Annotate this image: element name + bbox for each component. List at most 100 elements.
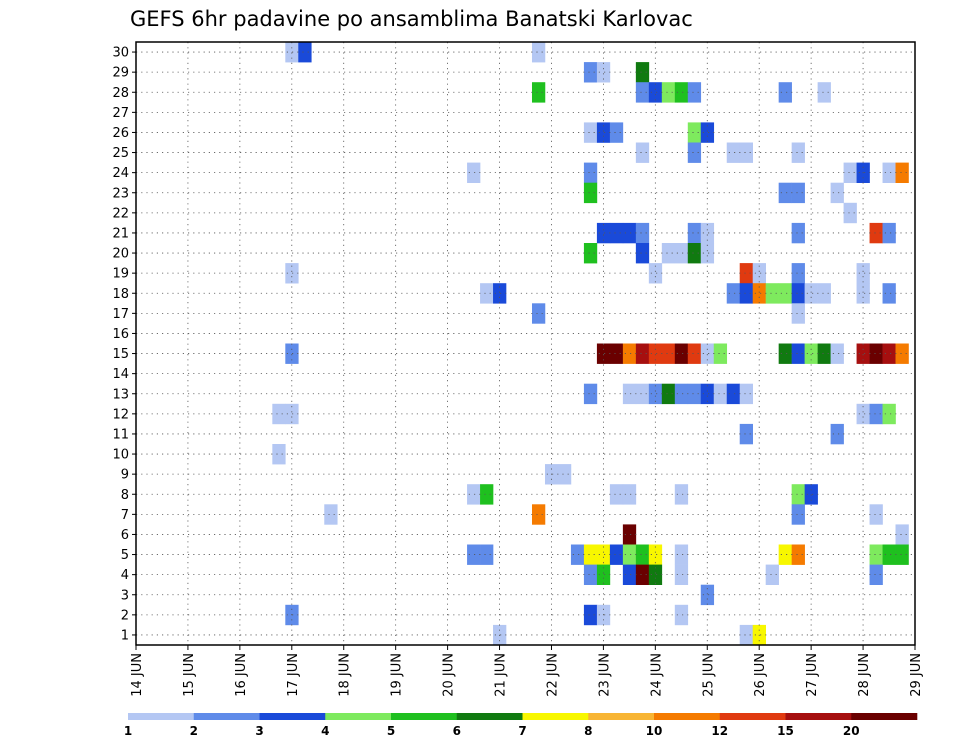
legend-tick-label: 12	[711, 724, 728, 738]
precip-cell	[648, 82, 663, 103]
precip-cell	[674, 383, 689, 405]
precip-cell	[493, 283, 507, 304]
legend-tick-label: 10	[646, 724, 663, 738]
legend-swatch	[391, 713, 458, 720]
y-tick-label: 28	[112, 86, 129, 101]
precip-cell	[661, 243, 676, 264]
x-tick-label: 15 JUN	[182, 653, 197, 697]
precip-cell	[635, 383, 650, 405]
precip-cell	[622, 484, 637, 505]
precip-cell	[700, 243, 715, 264]
precip-cell	[531, 504, 546, 525]
precip-cell	[609, 222, 624, 244]
x-tick-label: 20 JUN	[442, 653, 457, 697]
y-tick-label: 4	[121, 568, 129, 583]
precip-cell	[467, 162, 481, 183]
precip-cell	[869, 403, 883, 425]
y-tick-label: 16	[112, 327, 129, 342]
precip-cell	[272, 403, 286, 425]
precip-cell	[778, 544, 792, 565]
precip-cell	[700, 122, 715, 143]
precip-cell	[700, 222, 715, 244]
precip-cell	[765, 564, 779, 585]
precip-cell	[531, 303, 546, 324]
y-tick-label: 26	[112, 126, 129, 141]
precip-cell	[635, 243, 650, 264]
y-tick-label: 20	[112, 247, 129, 262]
y-tick-label: 25	[112, 146, 129, 161]
precip-cell	[843, 202, 857, 224]
x-axis: 14 JUN 15 JUN 16 JUN 17 JUN 18 JUN 19 JUN 20 J…	[130, 645, 924, 697]
y-tick-label: 19	[112, 267, 129, 282]
precip-cell	[583, 604, 598, 626]
y-tick-label: 5	[121, 548, 129, 563]
precip-cell	[467, 484, 481, 505]
precip-cell	[609, 484, 624, 505]
legend-tick-label: 1	[124, 724, 132, 738]
precip-cell	[869, 544, 883, 565]
y-tick-label: 1	[121, 628, 129, 643]
precip-cell	[791, 142, 805, 163]
y-tick-label: 18	[112, 287, 129, 302]
precip-cell	[895, 162, 909, 183]
precip-cell	[583, 243, 598, 264]
precip-cell	[324, 504, 338, 525]
precip-cell	[791, 544, 805, 565]
precip-cell	[869, 564, 883, 585]
x-tick-label: 29 JUN	[909, 653, 924, 697]
precip-cell	[622, 564, 637, 585]
y-tick-label: 23	[112, 186, 129, 201]
chart-title: GEFS 6hr padavine po ansamblima Banatski…	[130, 7, 693, 31]
precip-cell	[791, 504, 805, 525]
precip-cell	[622, 524, 637, 545]
precip-cell	[778, 343, 792, 364]
precip-cell	[635, 343, 650, 364]
precip-cell	[583, 544, 598, 565]
precip-cell	[674, 604, 689, 626]
precip-cell	[882, 343, 896, 364]
precip-cell	[596, 222, 611, 244]
precip-cell	[817, 82, 831, 103]
precip-cell	[648, 564, 663, 585]
precip-cell	[674, 82, 689, 103]
legend-swatch	[851, 713, 918, 720]
legend-swatch	[456, 713, 523, 720]
precip-cell	[856, 283, 870, 304]
legend-swatch	[128, 713, 195, 720]
y-axis: 1234567891011121314151617181920212223242…	[112, 46, 136, 643]
legend-tick-label: 3	[255, 724, 263, 738]
precip-cell	[804, 343, 818, 364]
y-tick-label: 9	[121, 468, 129, 483]
precip-cell	[856, 263, 870, 284]
x-tick-label: 23 JUN	[597, 653, 612, 697]
precip-cell	[687, 142, 702, 163]
precip-cell	[285, 263, 299, 284]
y-tick-label: 30	[112, 46, 129, 61]
precip-cell	[622, 222, 637, 244]
precip-cell	[882, 544, 896, 565]
precip-cell	[480, 283, 494, 304]
x-tick-label: 28 JUN	[857, 653, 872, 697]
precip-cell	[817, 283, 831, 304]
precip-cell	[596, 343, 611, 364]
precip-cell	[583, 62, 598, 83]
precip-cell	[830, 343, 844, 364]
plot-frame	[135, 41, 916, 646]
x-tick-label: 27 JUN	[805, 653, 820, 697]
precip-cell	[843, 162, 857, 183]
precip-cell	[622, 383, 637, 405]
precip-cell	[635, 62, 650, 83]
precip-cell	[791, 222, 805, 244]
precip-cell	[661, 383, 676, 405]
precip-cell	[635, 544, 650, 565]
x-tick-label: 22 JUN	[545, 653, 560, 697]
x-tick-label: 24 JUN	[649, 653, 664, 697]
precip-cell	[700, 343, 715, 364]
precip-cell	[739, 383, 753, 405]
precip-cell	[830, 182, 844, 204]
precip-cell	[882, 162, 896, 183]
legend-tick-label: 2	[190, 724, 198, 738]
precip-cell	[882, 283, 896, 304]
legend-swatch	[654, 713, 721, 720]
